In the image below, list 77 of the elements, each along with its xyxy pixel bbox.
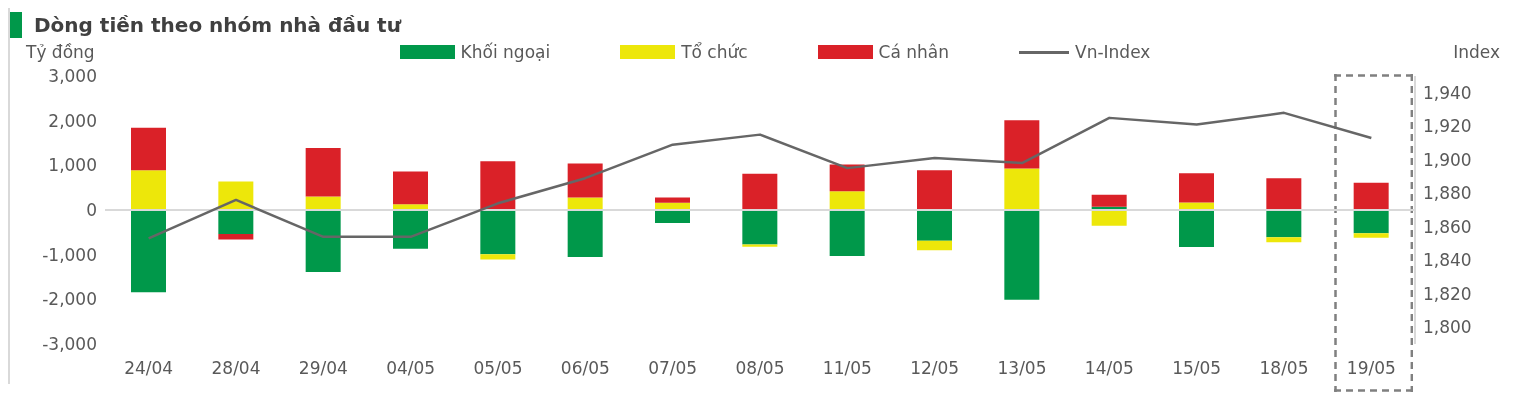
x-tick-label: 05/05 — [473, 358, 523, 379]
legend-label: Tổ chức — [681, 42, 748, 62]
y-tick-label: -1,000 — [42, 244, 97, 265]
y-tick-label: 3,000 — [48, 66, 97, 87]
bar — [305, 147, 341, 197]
x-tick-label: 14/05 — [1084, 358, 1134, 379]
x-tick-label: 29/04 — [298, 358, 348, 379]
bar — [218, 234, 254, 240]
bar — [829, 210, 865, 257]
bar — [1353, 233, 1389, 238]
x-tick-label: 06/05 — [560, 358, 610, 379]
bar — [742, 173, 778, 210]
bar — [1353, 182, 1389, 210]
chart-title: Dòng tiền theo nhóm nhà đầu tư — [34, 13, 401, 37]
bar — [1266, 237, 1302, 243]
bar — [480, 254, 516, 260]
y-tick-label: 1,000 — [48, 155, 97, 176]
bar — [829, 191, 865, 210]
bar — [742, 244, 778, 247]
bar — [305, 196, 341, 210]
bar — [305, 210, 341, 273]
bar — [917, 210, 952, 241]
bar — [655, 210, 690, 223]
x-tick-label: 08/05 — [735, 358, 785, 379]
x-tick-label: 15/05 — [1172, 358, 1222, 379]
bar — [917, 170, 952, 210]
y2-tick-label: 1,900 — [1423, 149, 1472, 170]
bar — [1266, 178, 1302, 210]
y-tick-label: 0 — [86, 200, 97, 221]
bar — [218, 210, 254, 235]
bar — [829, 164, 865, 192]
bar — [1179, 173, 1214, 203]
y2-axis-title: Index — [1453, 42, 1500, 62]
y2-tick-label: 1,920 — [1423, 116, 1472, 137]
legend-label: Cá nhân — [878, 42, 950, 62]
bar — [917, 240, 952, 251]
y2-tick-label: 1,840 — [1423, 250, 1472, 271]
bar — [131, 170, 166, 210]
bar — [393, 210, 428, 249]
bar — [131, 127, 166, 171]
bar — [1004, 210, 1040, 300]
x-tick-label: 11/05 — [822, 358, 872, 379]
y-tick-label: 2,000 — [48, 110, 97, 131]
legend-label: Vn-Index — [1075, 42, 1151, 62]
y-tick-label: -3,000 — [42, 334, 97, 355]
y2-tick-label: 1,800 — [1423, 317, 1472, 338]
y2-tick-label: 1,860 — [1423, 216, 1472, 237]
x-tick-label: 19/05 — [1346, 358, 1396, 379]
x-tick-label: 24/04 — [124, 358, 174, 379]
bar — [131, 210, 166, 293]
bar — [1179, 210, 1214, 248]
bar — [393, 171, 428, 205]
x-tick-label: 04/05 — [386, 358, 436, 379]
y-tick-label: -2,000 — [42, 289, 97, 310]
x-tick-label: 07/05 — [648, 358, 698, 379]
bar — [480, 210, 516, 255]
bar — [567, 210, 603, 257]
bar — [655, 197, 690, 203]
bar — [1091, 194, 1127, 207]
x-tick-label: 12/05 — [910, 358, 960, 379]
legend-label: Khối ngoại — [460, 42, 551, 62]
bar — [1266, 210, 1302, 238]
bar — [1091, 210, 1127, 226]
y2-tick-label: 1,940 — [1423, 82, 1472, 103]
y2-tick-label: 1,880 — [1423, 183, 1472, 204]
bar — [480, 161, 516, 210]
bar — [1004, 120, 1040, 169]
line-series — [147, 111, 1373, 240]
y-axis-title: Tỷ đồng — [26, 42, 95, 62]
x-tick-label: 18/05 — [1259, 358, 1309, 379]
x-tick-label: 28/04 — [211, 358, 261, 379]
bar — [742, 210, 778, 245]
bar — [1353, 210, 1389, 234]
y2-tick-label: 1,820 — [1423, 283, 1472, 304]
x-tick-label: 13/05 — [997, 358, 1047, 379]
bar — [1004, 168, 1040, 210]
bar — [567, 197, 603, 210]
